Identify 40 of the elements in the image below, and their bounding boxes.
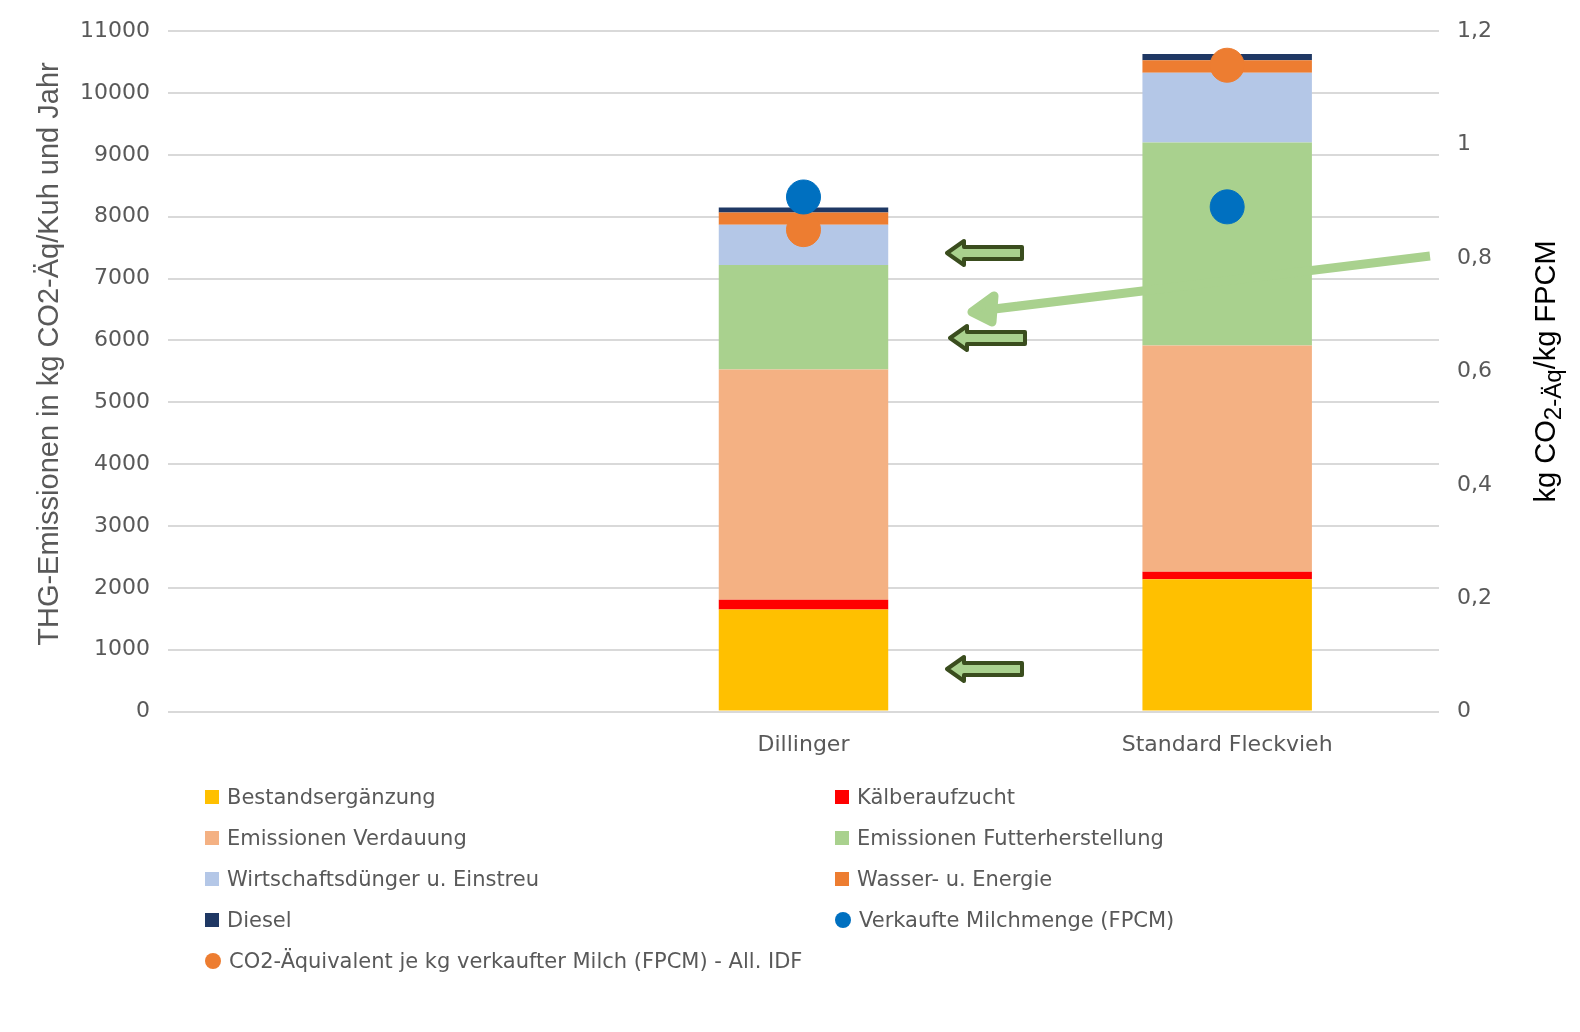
y2-tick-label: 0,6 (1457, 357, 1493, 383)
y-tick-label: 8000 (93, 202, 150, 228)
bar (718, 599, 889, 610)
y-tick-label: 9000 (93, 140, 150, 166)
y-tick-label: 1000 (93, 635, 150, 661)
y-tick-label: 7000 (93, 264, 150, 290)
y-tick-label: 0 (135, 697, 150, 723)
y-tick-label: 3000 (93, 511, 150, 537)
legend-label: Diesel (227, 908, 292, 932)
y2-tick-label: 0,8 (1457, 243, 1493, 269)
legend-label: Verkaufte Milchmenge (FPCM) (859, 908, 1175, 932)
y-tick-label: 5000 (93, 388, 150, 414)
legend-label: Emissionen Verdauung (227, 826, 467, 850)
legend-label: Wasser- u. Energie (857, 867, 1053, 891)
bar (1142, 571, 1312, 580)
bar (718, 609, 889, 711)
y2-tick-label: 1 (1457, 130, 1472, 156)
bar (1142, 579, 1312, 711)
y-tick-label: 10000 (79, 78, 150, 104)
y2-tick-label: 0,2 (1457, 583, 1493, 609)
y2-tick-label: 0 (1457, 697, 1472, 723)
legend-label: Emissionen Futterherstellung (857, 826, 1164, 850)
y2-tick-label: 0,4 (1457, 470, 1493, 496)
y-tick-label: 11000 (79, 16, 150, 42)
bar (718, 224, 889, 266)
y2-tick-label: 1,2 (1457, 16, 1493, 42)
legend-label: CO2-Äquivalent je kg verkaufter Milch (FPCM) - All. IDF (229, 949, 803, 973)
legend-label: Kälberaufzucht (857, 785, 1015, 809)
y-tick-label: 4000 (93, 449, 150, 475)
bar (718, 369, 889, 600)
y-tick-label: 6000 (93, 326, 150, 352)
bar (1142, 72, 1312, 143)
y-tick-label: 2000 (93, 573, 150, 599)
x-tick-label: Dillinger (757, 730, 851, 756)
legend-label: Wirtschaftsdünger u. Einstreu (227, 867, 540, 891)
bar (1142, 345, 1312, 572)
y-axis-title: THG-Emissionen in kg CO2-Äq/Kuh und Jahr (31, 61, 65, 649)
bar (718, 265, 889, 370)
legend-label: Bestandsergänzung (227, 785, 436, 809)
x-tick-label: Standard Fleckvieh (1121, 730, 1333, 756)
